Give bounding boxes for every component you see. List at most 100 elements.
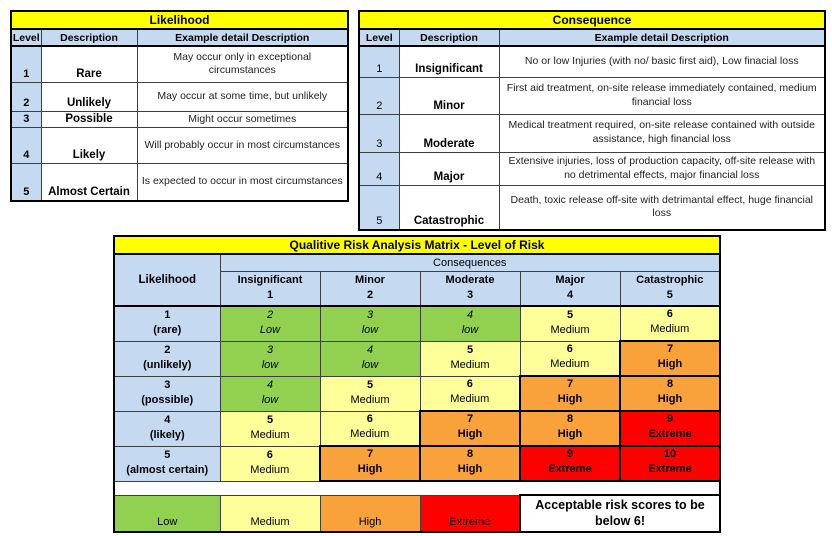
matrix-row-almost-certain: 5 (almost certain) 6 Medium 7 High 8 High 9 E… xyxy=(113,445,721,482)
cell-score: 6 xyxy=(266,448,273,461)
cell-score: 9 xyxy=(566,448,574,461)
consequence-table-panel: Consequence Level Description Example de… xyxy=(358,10,826,231)
col-num: 5 xyxy=(666,289,673,302)
matrix-row-header: 2 (unlikely) xyxy=(113,340,221,377)
cell-rating: Medium xyxy=(250,463,290,476)
matrix-cell: 7 High xyxy=(519,375,621,412)
cell-rating: low xyxy=(361,358,379,371)
matrix-cell: 4 low xyxy=(219,375,321,412)
col-name: Moderate xyxy=(445,274,495,287)
legend-low: Low xyxy=(113,494,221,533)
matrix-row-likely: 4 (likely) 5 Medium 6 Medium 7 High 8 High 9 E… xyxy=(113,410,721,447)
row-level: 2 xyxy=(164,343,171,356)
row-label: (possible) xyxy=(141,393,194,406)
row-label: (rare) xyxy=(153,323,182,336)
acceptable-risk-note: Acceptable risk scores to be below 6! xyxy=(519,494,721,533)
likelihood-row: 1 Rare May occur only in exceptional cir… xyxy=(10,45,349,83)
consequence-row: 2 Minor First aid treatment, on-site rel… xyxy=(358,76,826,115)
likelihood-row: 3 Possible Might occur sometimes xyxy=(10,110,349,129)
matrix-col-header-major: Major 4 xyxy=(519,270,621,307)
matrix-cell: 9 Extreme xyxy=(619,410,721,447)
likelihood-table-title: Likelihood xyxy=(10,10,349,30)
cell-score: 7 xyxy=(466,413,474,426)
row-level: 5 xyxy=(164,448,171,461)
matrix-cell: 2 Low xyxy=(219,305,321,342)
description-value: Possible xyxy=(40,110,138,129)
description-value: Catastrophic xyxy=(398,184,500,231)
level-value: 2 xyxy=(10,81,42,112)
cell-score: 8 xyxy=(566,413,574,426)
consequence-row: 4 Major Extensive injuries, loss of prod… xyxy=(358,151,826,186)
cell-score: 2 xyxy=(266,308,274,321)
description-value: Rare xyxy=(40,45,138,83)
matrix-col-header-catastrophic: Catastrophic 5 xyxy=(619,270,721,307)
cell-rating: High xyxy=(557,428,583,441)
cell-rating: High xyxy=(457,428,483,441)
likelihood-header-example: Example detail Description xyxy=(136,28,349,47)
cell-rating: Extreme xyxy=(648,428,692,441)
col-name: Catastrophic xyxy=(636,274,704,287)
consequence-row: 5 Catastrophic Death, toxic release off-… xyxy=(358,184,826,231)
cell-rating: Medium xyxy=(450,393,490,406)
cell-score: 8 xyxy=(666,378,674,391)
level-value: 5 xyxy=(358,184,400,231)
row-level: 3 xyxy=(164,378,171,391)
cell-rating: Medium xyxy=(650,323,690,336)
cell-rating: low xyxy=(461,323,479,336)
matrix-col-header-insignificant: Insignificant 1 xyxy=(219,270,321,307)
col-num: 3 xyxy=(466,289,474,302)
row-label: (likely) xyxy=(149,428,185,441)
col-name: Major xyxy=(555,274,585,287)
level-value: 2 xyxy=(358,76,400,115)
matrix-likelihood-header: Likelihood xyxy=(113,253,221,307)
cell-rating: High xyxy=(457,463,483,476)
cell-score: 7 xyxy=(666,343,674,356)
description-value: Moderate xyxy=(398,113,500,153)
level-value: 1 xyxy=(358,45,400,78)
matrix-row-rare: 1 (rare) 2 Low 3 low 4 low 5 Medium 6 Medium xyxy=(113,305,721,342)
cell-score: 4 xyxy=(466,308,474,321)
description-value: Major xyxy=(398,151,500,186)
cell-rating: Medium xyxy=(350,428,390,441)
legend-label: Low xyxy=(157,516,178,528)
matrix-cell: 5 Medium xyxy=(519,305,621,342)
likelihood-header-description: Description xyxy=(40,28,138,47)
cell-score: 6 xyxy=(666,308,673,321)
consequence-row: 3 Moderate Medical treatment required, o… xyxy=(358,113,826,153)
cell-rating: High xyxy=(657,393,683,406)
matrix-cell: 4 low xyxy=(419,305,521,342)
cell-rating: Medium xyxy=(250,428,290,441)
cell-rating: Medium xyxy=(450,358,490,371)
consequence-header-level: Level xyxy=(358,28,400,47)
matrix-cell: 8 High xyxy=(519,410,621,447)
matrix-cell: 3 low xyxy=(319,305,421,342)
example-value: Extensive injuries, loss of production c… xyxy=(498,151,826,186)
level-value: 5 xyxy=(10,163,42,202)
matrix-cell: 10 Extreme xyxy=(619,445,721,482)
matrix-legend-row: Low Medium High Extreme Acceptable risk … xyxy=(113,494,721,533)
col-num: 2 xyxy=(366,289,374,302)
cell-score: 9 xyxy=(666,413,674,426)
description-value: Unlikely xyxy=(40,81,138,112)
cell-rating: Medium xyxy=(350,393,390,406)
example-value: No or low Injuries (with no/ basic first… xyxy=(498,45,826,78)
cell-score: 6 xyxy=(366,413,373,426)
example-value: Will probably occur in most circumstance… xyxy=(136,127,349,165)
matrix-col-header-minor: Minor 2 xyxy=(319,270,421,307)
cell-score: 4 xyxy=(366,343,374,356)
matrix-cell: 5 Medium xyxy=(319,375,421,412)
matrix-cell: 7 High xyxy=(619,340,721,377)
matrix-consequences-header: Consequences xyxy=(219,253,721,272)
row-label: (unlikely) xyxy=(143,358,192,371)
risk-matrix-panel: Qualitive Risk Analysis Matrix - Level o… xyxy=(113,235,721,533)
cell-score: 5 xyxy=(566,308,574,321)
consequence-header-description: Description xyxy=(398,28,500,47)
matrix-cell: 8 High xyxy=(419,445,521,482)
cell-score: 8 xyxy=(466,448,474,461)
matrix-col-header-moderate: Moderate 3 xyxy=(419,270,521,307)
cell-rating: Medium xyxy=(550,323,590,336)
risk-matrix-title: Qualitive Risk Analysis Matrix - Level o… xyxy=(113,235,721,255)
legend-high: High xyxy=(319,494,421,533)
likelihood-table: Likelihood Level Description Example det… xyxy=(10,10,349,202)
cell-score: 5 xyxy=(266,413,274,426)
